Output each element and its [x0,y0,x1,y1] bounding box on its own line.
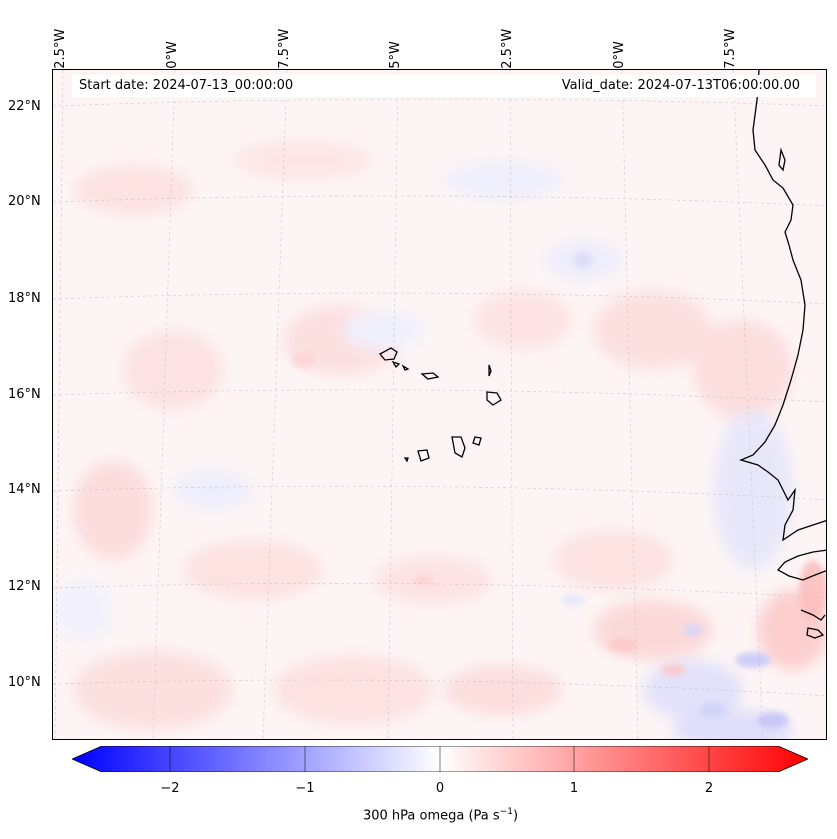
colorbar-label-exponent: −1 [499,807,513,817]
coastline [739,70,826,639]
colorbar-label-prefix: 300 hPa omega (Pa s [362,808,500,824]
map-panel[interactable] [52,69,827,740]
valid-date-text: Valid_date: 2024-07-13T06:00:00.00 [561,78,800,93]
lat-label-18n: 18°N [8,291,41,306]
start-date-text: Start date: 2024-07-13_00:00:00 [79,78,294,93]
colorbar-label-suffix: ) [512,808,519,824]
lat-label-12n: 12°N [8,579,41,594]
colorbar-tick-label-2: 2 [704,781,714,796]
colorbar-tick-label-0: 0 [435,781,445,796]
colorbar [72,746,808,772]
graticule [53,70,826,739]
lat-label-14n: 14°N [8,482,41,497]
colorbar-label: 300 hPa omega (Pa s−1) [0,807,837,823]
lat-label-22n: 22°N [8,99,41,114]
colorbar-tick-label-1: 1 [569,781,579,796]
colorbar-tick-label-neg2: −2 [160,781,180,796]
lat-label-20n: 20°N [8,194,41,209]
lat-label-16n: 16°N [8,387,41,402]
omega-field-map [53,70,826,739]
omega-shading-detail [291,252,826,728]
date-banner [72,75,816,97]
colorbar-tick-label-neg1: −1 [295,781,315,796]
islands [378,347,502,463]
lat-label-10n: 10°N [8,675,41,690]
